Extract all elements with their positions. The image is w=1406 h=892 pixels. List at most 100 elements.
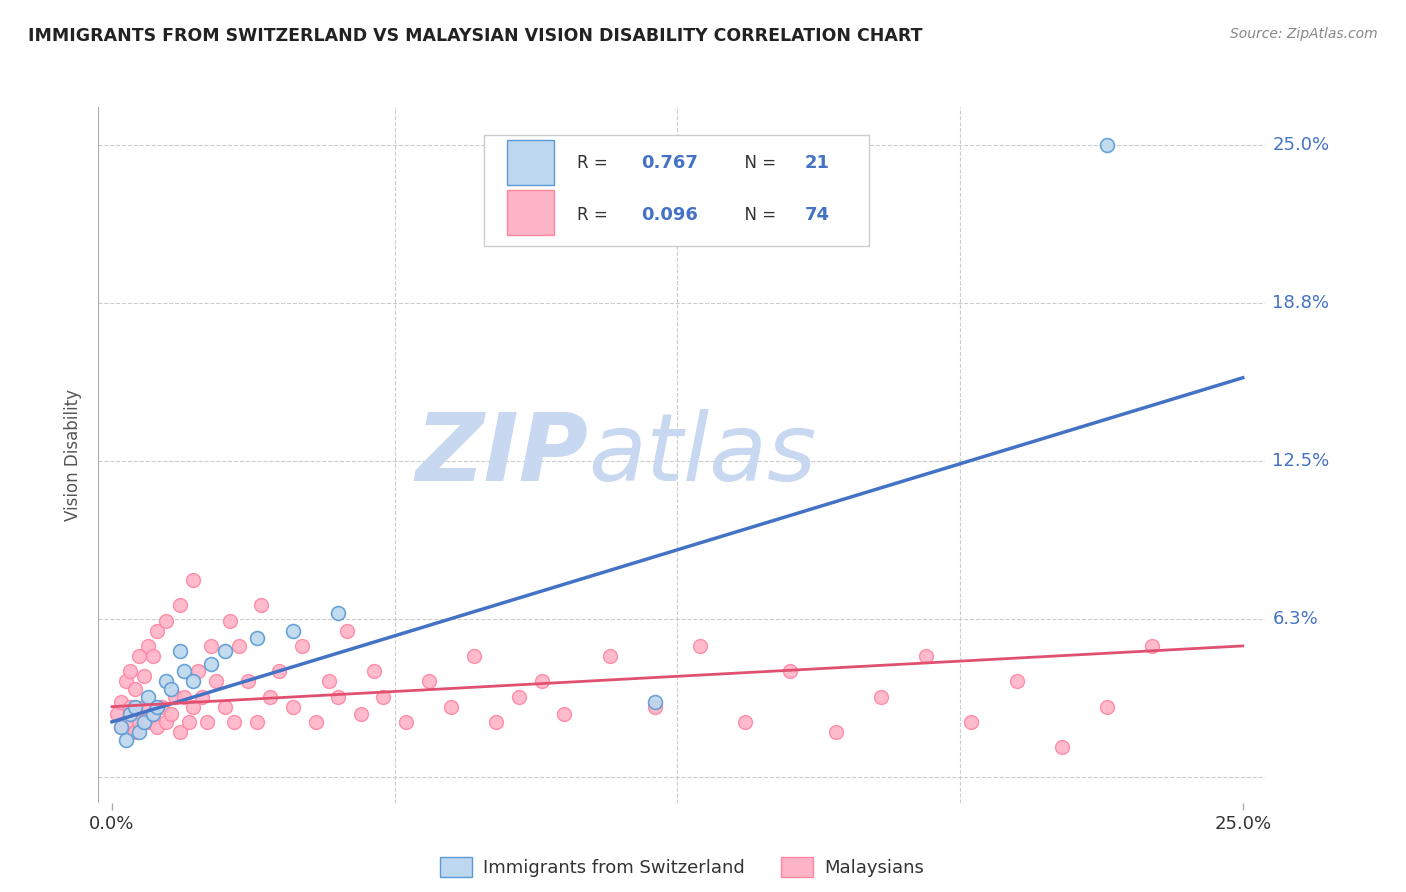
Point: [146, 624, 169, 638]
Text: ZIP: ZIP: [416, 409, 589, 501]
Point: [363, 665, 385, 679]
Point: [132, 669, 155, 683]
Text: 12.5%: 12.5%: [1272, 452, 1330, 470]
Point: [155, 614, 177, 628]
Bar: [508, 140, 554, 185]
Point: [328, 690, 350, 704]
Point: [373, 690, 395, 704]
Point: [114, 714, 136, 729]
Point: [128, 725, 150, 739]
Point: [155, 714, 177, 729]
Point: [870, 690, 893, 704]
Text: 74: 74: [804, 206, 830, 224]
Point: [159, 707, 181, 722]
Point: [218, 614, 240, 628]
Point: [1095, 699, 1118, 714]
Point: [195, 714, 218, 729]
Point: [960, 714, 983, 729]
Point: [395, 714, 418, 729]
Point: [146, 720, 169, 734]
Point: [1050, 740, 1073, 755]
Point: [155, 674, 177, 689]
FancyBboxPatch shape: [484, 135, 869, 246]
Point: [689, 639, 711, 653]
Point: [191, 690, 214, 704]
Point: [350, 707, 373, 722]
Point: [418, 674, 440, 689]
Point: [779, 665, 801, 679]
Point: [214, 644, 236, 658]
Text: 18.8%: 18.8%: [1272, 294, 1330, 312]
Point: [114, 674, 136, 689]
Point: [124, 725, 146, 739]
Point: [187, 665, 209, 679]
Text: IMMIGRANTS FROM SWITZERLAND VS MALAYSIAN VISION DISABILITY CORRELATION CHART: IMMIGRANTS FROM SWITZERLAND VS MALAYSIAN…: [28, 27, 922, 45]
Point: [259, 690, 281, 704]
Point: [246, 632, 269, 646]
Point: [105, 707, 128, 722]
Point: [132, 714, 155, 729]
Point: [1095, 138, 1118, 153]
Point: [1142, 639, 1164, 653]
Point: [165, 690, 187, 704]
Point: [110, 695, 132, 709]
Point: [291, 639, 314, 653]
Text: 25.0%: 25.0%: [1272, 136, 1330, 154]
Point: [236, 674, 259, 689]
Point: [281, 624, 304, 638]
Point: [110, 720, 132, 734]
Text: R =: R =: [576, 206, 613, 224]
Text: N =: N =: [734, 206, 782, 224]
Point: [440, 699, 463, 714]
Point: [183, 573, 205, 587]
Point: [120, 707, 142, 722]
Point: [114, 732, 136, 747]
Point: [136, 714, 159, 729]
Point: [124, 699, 146, 714]
Point: [110, 720, 132, 734]
Text: 6.3%: 6.3%: [1272, 610, 1319, 628]
Point: [177, 714, 200, 729]
Point: [169, 725, 191, 739]
Point: [142, 707, 165, 722]
Point: [136, 690, 159, 704]
Point: [173, 690, 195, 704]
Point: [128, 648, 150, 663]
Point: [508, 690, 530, 704]
Point: [200, 657, 222, 671]
Point: [183, 674, 205, 689]
Text: R =: R =: [576, 153, 613, 171]
Point: [224, 714, 246, 729]
Point: [159, 681, 181, 696]
Point: [734, 714, 756, 729]
Text: 21: 21: [804, 153, 830, 171]
Point: [281, 699, 304, 714]
Text: 0.096: 0.096: [641, 206, 697, 224]
Point: [214, 699, 236, 714]
Point: [530, 674, 553, 689]
Point: [599, 648, 621, 663]
Legend: Immigrants from Switzerland, Malaysians: Immigrants from Switzerland, Malaysians: [433, 850, 931, 884]
Point: [1005, 674, 1028, 689]
Text: 0.767: 0.767: [641, 153, 697, 171]
Text: N =: N =: [734, 153, 782, 171]
Point: [173, 665, 195, 679]
Point: [328, 606, 350, 620]
Point: [228, 639, 250, 653]
Point: [553, 707, 575, 722]
Point: [485, 714, 508, 729]
Point: [269, 665, 291, 679]
Point: [205, 674, 228, 689]
Point: [124, 681, 146, 696]
Point: [824, 725, 846, 739]
Point: [200, 639, 222, 653]
Bar: [508, 190, 554, 235]
Point: [128, 714, 150, 729]
Y-axis label: Vision Disability: Vision Disability: [65, 389, 83, 521]
Point: [142, 707, 165, 722]
Point: [132, 699, 155, 714]
Point: [246, 714, 269, 729]
Point: [250, 599, 273, 613]
Point: [150, 699, 173, 714]
Point: [644, 695, 666, 709]
